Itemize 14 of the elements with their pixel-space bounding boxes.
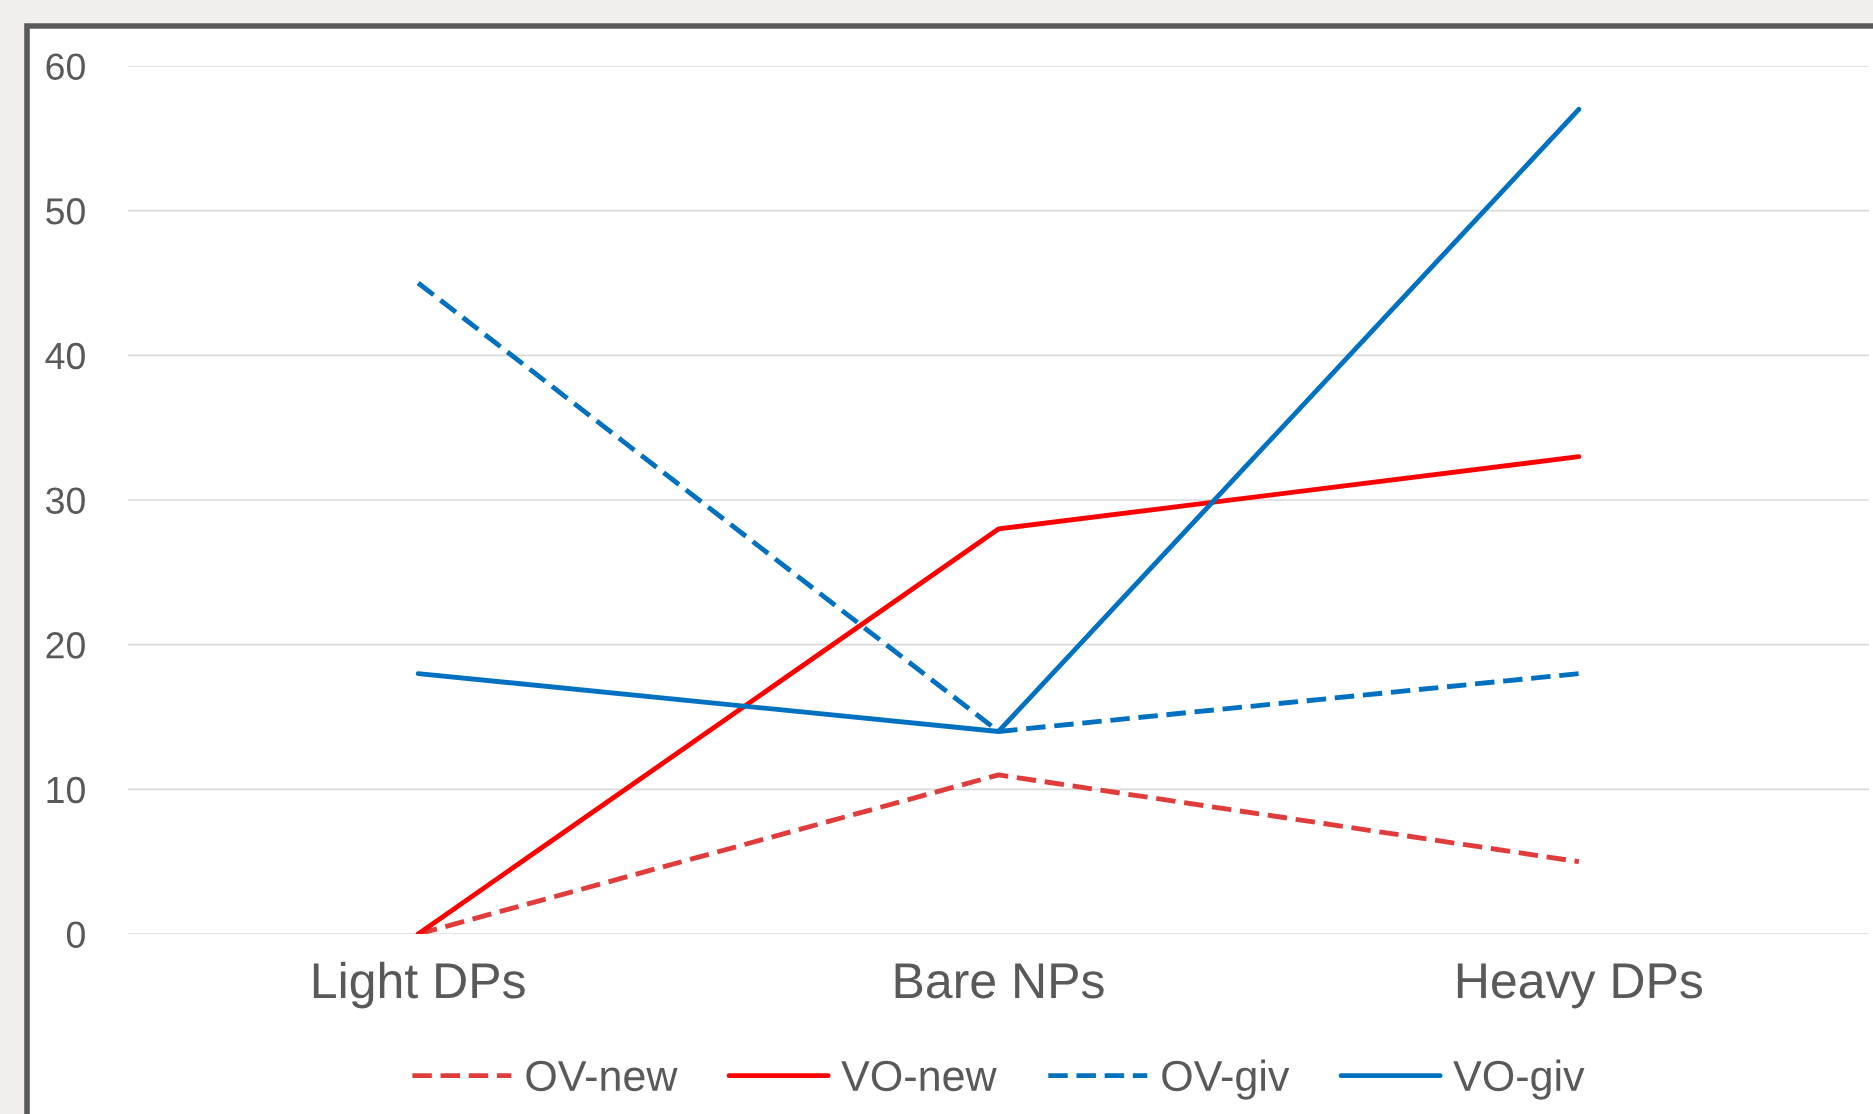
y-tick-label: 60: [46, 53, 85, 80]
x-tick-label: Light DPs: [313, 961, 525, 1009]
legend-label: OV-giv: [1162, 1059, 1290, 1100]
x-tick-label: Heavy DPs: [1457, 963, 1703, 1009]
y-tick-label: 50: [46, 198, 85, 225]
legend-label: VO-giv: [1453, 1059, 1585, 1100]
y-tick-label: 40: [45, 342, 85, 370]
x-tick-label: Bare NPs: [895, 963, 1104, 999]
legend-label: VO-new: [841, 1060, 997, 1092]
y-tick-label: 0: [66, 921, 85, 948]
y-tick-label: 10: [47, 776, 85, 804]
y-tick-label: 20: [46, 632, 85, 659]
legend-label: OV-new: [526, 1060, 678, 1092]
y-tick-label: 30: [46, 487, 85, 514]
